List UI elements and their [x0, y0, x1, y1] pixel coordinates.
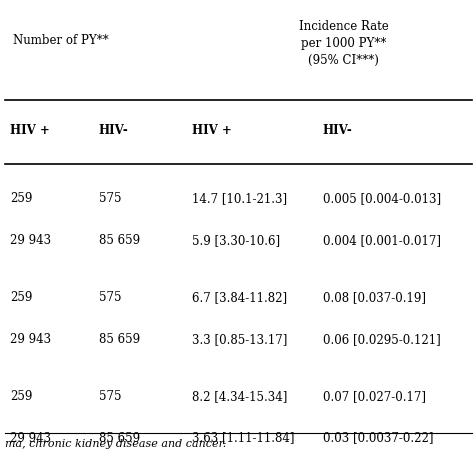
Text: 0.03 [0.0037-0.22]: 0.03 [0.0037-0.22] [323, 432, 433, 445]
Text: 575: 575 [99, 291, 121, 304]
Text: HIV +: HIV + [192, 124, 232, 137]
Text: 575: 575 [99, 192, 121, 205]
Text: 0.005 [0.004-0.013]: 0.005 [0.004-0.013] [323, 192, 441, 205]
Text: 0.07 [0.027-0.17]: 0.07 [0.027-0.17] [323, 390, 426, 403]
Text: 14.7 [10.1-21.3]: 14.7 [10.1-21.3] [192, 192, 287, 205]
Text: 6.7 [3.84-11.82]: 6.7 [3.84-11.82] [192, 291, 287, 304]
Text: 3.63 [1.11-11.84]: 3.63 [1.11-11.84] [192, 432, 294, 445]
Text: 29 943: 29 943 [10, 234, 51, 246]
Text: 8.2 [4.34-15.34]: 8.2 [4.34-15.34] [192, 390, 287, 403]
Text: 0.06 [0.0295-0.121]: 0.06 [0.0295-0.121] [323, 333, 440, 346]
Text: 575: 575 [99, 390, 121, 403]
Text: HIV +: HIV + [10, 124, 50, 137]
Text: 0.004 [0.001-0.017]: 0.004 [0.001-0.017] [323, 234, 441, 246]
Text: 29 943: 29 943 [10, 432, 51, 445]
Text: Number of PY**: Number of PY** [13, 35, 109, 47]
Text: 0.08 [0.037-0.19]: 0.08 [0.037-0.19] [323, 291, 426, 304]
Text: 5.9 [3.30-10.6]: 5.9 [3.30-10.6] [192, 234, 280, 246]
Text: Incidence Rate
per 1000 PY**
(95% CI***): Incidence Rate per 1000 PY** (95% CI***) [299, 20, 389, 67]
Text: 29 943: 29 943 [10, 333, 51, 346]
Text: 259: 259 [10, 390, 32, 403]
Text: 85 659: 85 659 [99, 333, 140, 346]
Text: HIV-: HIV- [323, 124, 352, 137]
Text: 259: 259 [10, 291, 32, 304]
Text: ma, chronic kidney disease and cancer.: ma, chronic kidney disease and cancer. [5, 438, 227, 449]
Text: 259: 259 [10, 192, 32, 205]
Text: 85 659: 85 659 [99, 432, 140, 445]
Text: 85 659: 85 659 [99, 234, 140, 246]
Text: HIV-: HIV- [99, 124, 128, 137]
Text: 3.3 [0.85-13.17]: 3.3 [0.85-13.17] [192, 333, 287, 346]
